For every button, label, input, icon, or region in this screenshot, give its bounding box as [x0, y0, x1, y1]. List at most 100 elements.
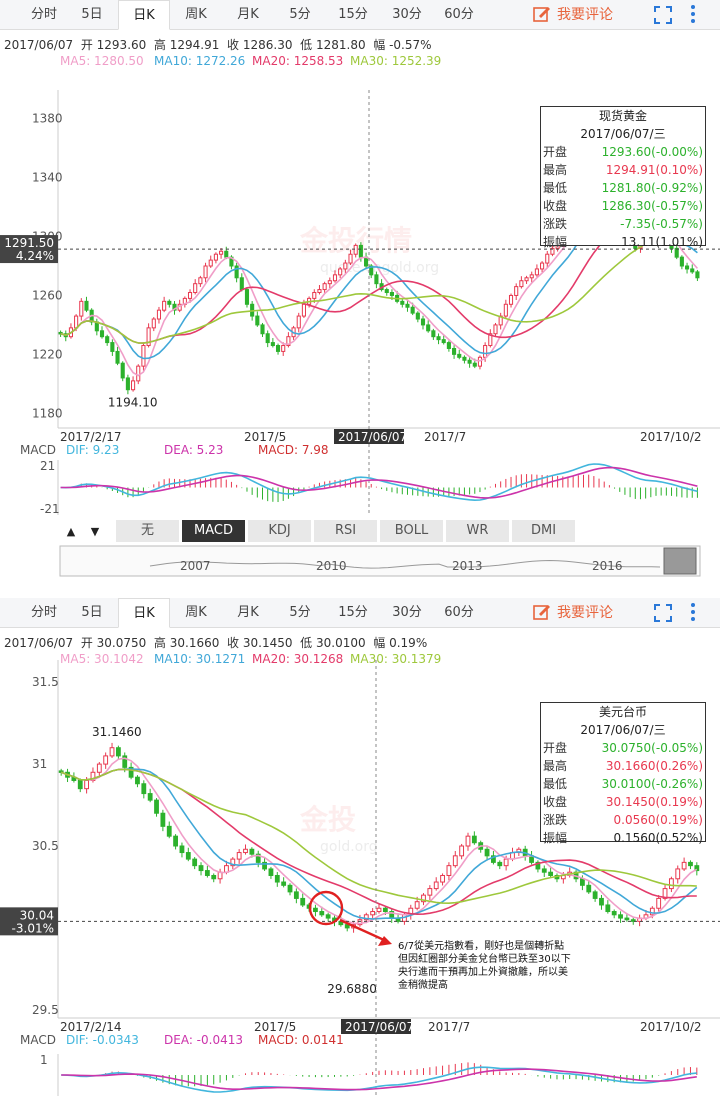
candle-down: [497, 861, 503, 867]
tab-weekly-k[interactable]: 周K: [185, 605, 207, 620]
tooltip-title: 现货黄金: [598, 109, 647, 123]
candle-up: [286, 336, 291, 347]
tooltip-key: 振幅: [543, 235, 568, 249]
macd-value-label: MACD: 7.98: [258, 443, 329, 457]
tab-5day[interactable]: 5日: [81, 605, 103, 620]
ohlc-tooltip: 现货黄金 2017/06/07/三 开盘 1293.60(-0.00%) 最高 129…: [540, 106, 706, 249]
candle-down: [405, 303, 410, 308]
x-tick-label: 2017/10/2: [640, 430, 702, 444]
tooltip-row: 收盘 30.1450(0.19%): [541, 793, 705, 811]
tooltip-title: 美元台币: [598, 705, 647, 719]
candle-down: [275, 345, 281, 352]
tab-15min[interactable]: 15分: [338, 7, 368, 22]
more-vertical-icon[interactable]: [690, 602, 696, 626]
tab-monthly-k[interactable]: 月K: [237, 605, 259, 620]
tab-30min[interactable]: 30分: [392, 7, 422, 22]
candle-down: [234, 265, 239, 279]
tooltip-key: 最低: [543, 181, 568, 195]
twd-candlestick-chart[interactable]: 29.5 30.5 31 31.5 金投 gold.org 31.1460 29.6880 30…: [0, 598, 720, 1098]
candle-up: [656, 897, 662, 909]
tab-5min[interactable]: 5分: [289, 7, 311, 22]
comment-button[interactable]: 我要评论: [533, 598, 613, 628]
tab-weekly-k[interactable]: 周K: [185, 7, 207, 22]
x-tick-label: 2017/5: [254, 1020, 296, 1034]
tooltip-value: 1294.91(0.10%): [605, 163, 703, 177]
candle-down: [265, 333, 270, 344]
indicator-tab-kdj[interactable]: KDJ: [248, 520, 312, 542]
ma30-line: [60, 230, 698, 344]
candle-up: [301, 303, 306, 317]
macd-value-label: MACD: 0.0141: [258, 1033, 344, 1047]
candle-down: [358, 244, 363, 258]
tab-30min[interactable]: 30分: [392, 605, 422, 620]
candle-down: [679, 256, 684, 267]
crosshair-price: 1291.50: [4, 236, 54, 250]
candle-down: [313, 907, 318, 913]
tab-60min[interactable]: 60分: [444, 605, 474, 620]
tab-daily-k[interactable]: 日K: [118, 0, 170, 30]
tab-intraday[interactable]: 分时: [30, 7, 57, 22]
tooltip-row: 最低 1281.80(-0.92%): [541, 179, 705, 197]
macd-dea-line: [60, 466, 698, 499]
y-tick-label: 1180: [32, 406, 63, 420]
tooltip-row: 最高 30.1660(0.26%): [541, 757, 705, 775]
tab-60min[interactable]: 60分: [444, 7, 474, 22]
ma5-label: MA5: 30.1042: [60, 652, 144, 666]
extreme-value-label: 29.6880: [327, 982, 377, 996]
candle-down: [122, 755, 128, 768]
tooltip-value: 30.1450(0.19%): [605, 795, 703, 809]
macd-tick-label: 1: [40, 1053, 48, 1067]
macd-dif-line: [61, 1066, 697, 1093]
candle-down: [77, 779, 83, 790]
tooltip-value: 30.1660(0.26%): [605, 759, 703, 773]
navigator-year-label: 2013: [452, 559, 483, 573]
candle-up: [545, 253, 550, 264]
tab-daily-k[interactable]: 日K: [118, 598, 170, 628]
x-tick-label: 2017/10/2: [640, 1020, 702, 1034]
comment-button[interactable]: 我要评论: [533, 0, 613, 30]
y-tick-label: 29.5: [32, 1003, 59, 1017]
indicator-tab-macd[interactable]: MACD: [182, 520, 246, 542]
y-tick-label: 31: [32, 757, 47, 771]
indicator-tab-dmi[interactable]: DMI: [512, 520, 576, 542]
candle-down: [105, 336, 110, 344]
ma30-label: MA30: 1252.39: [350, 54, 442, 68]
candle-down: [471, 835, 477, 844]
candle-down: [166, 825, 172, 837]
candle-up: [281, 345, 286, 352]
candle-up: [162, 300, 167, 311]
tab-5min[interactable]: 5分: [289, 605, 311, 620]
expand-icon[interactable]: [654, 6, 672, 28]
candle-up: [540, 262, 545, 270]
tooltip-row: 收盘 1286.30(-0.57%): [541, 197, 705, 215]
expand-icon[interactable]: [654, 604, 672, 626]
macd-dif-label: DIF: 9.23: [66, 443, 119, 457]
tab-monthly-k[interactable]: 月K: [237, 7, 259, 22]
ma5-label: MA5: 1280.50: [60, 54, 144, 68]
tab-15min[interactable]: 15分: [338, 605, 368, 620]
candle-down: [198, 865, 204, 872]
crosshair-date-box: [341, 1019, 411, 1034]
candle-up: [524, 277, 529, 282]
indicator-tab-boll[interactable]: BOLL: [380, 520, 444, 542]
ma30-line: [60, 768, 697, 905]
macd-dea-label: DEA: 5.23: [164, 443, 223, 457]
indicator-tab-none[interactable]: 无: [116, 520, 180, 542]
candle-up: [327, 280, 332, 285]
macd-dif-label: DIF: -0.0343: [66, 1033, 139, 1047]
indicator-tab-rsi[interactable]: RSI: [314, 520, 378, 542]
tooltip-value: 0.1560(0.52%): [613, 831, 703, 845]
more-vertical-icon[interactable]: [690, 4, 696, 28]
tab-intraday[interactable]: 分时: [30, 605, 57, 620]
indicator-tab-wr[interactable]: WR: [446, 520, 510, 542]
candle-down: [255, 853, 261, 863]
candle-down: [467, 359, 472, 364]
tab-5day[interactable]: 5日: [81, 7, 103, 22]
nav-right-button[interactable]: ▼: [90, 525, 100, 538]
edit-icon: [533, 3, 551, 22]
candle-up: [534, 268, 539, 276]
gold-candlestick-chart[interactable]: 118012201260130013401380金投行情quote.cngold…: [0, 0, 720, 590]
crosshair-price-box: [0, 235, 58, 264]
candle-up: [343, 262, 348, 270]
nav-left-button[interactable]: ▲: [66, 525, 76, 538]
